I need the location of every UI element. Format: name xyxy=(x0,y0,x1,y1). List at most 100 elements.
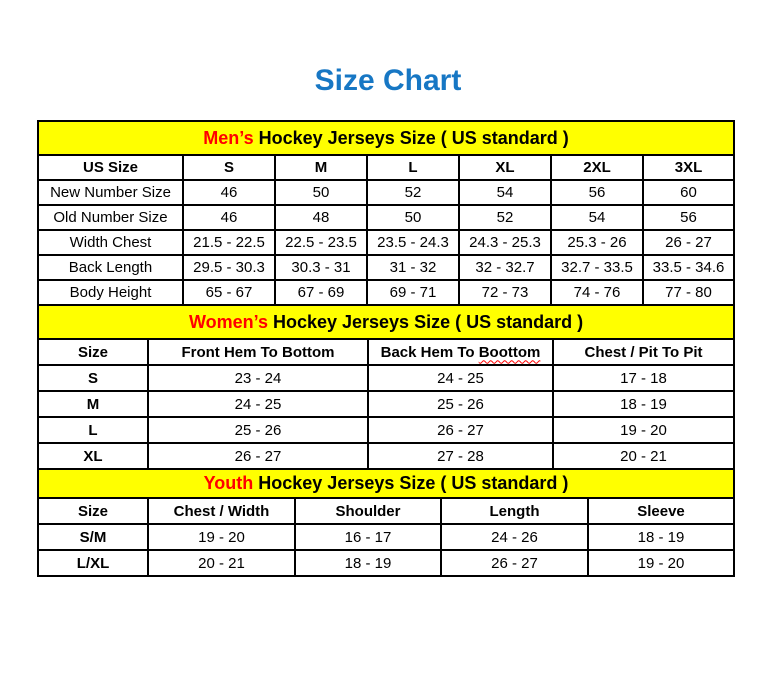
table-row: Body Height 65 - 67 67 - 69 69 - 71 72 -… xyxy=(37,279,736,306)
youth-col-sleeve: Sleeve xyxy=(586,497,736,525)
table-row: S 23 - 24 24 - 25 17 - 18 xyxy=(37,364,736,392)
cell: 26 - 27 xyxy=(367,416,554,444)
row-label: Body Height xyxy=(37,279,184,306)
cell: 32 - 32.7 xyxy=(458,254,552,281)
cell: 25.3 - 26 xyxy=(550,229,644,256)
row-label: XL xyxy=(37,442,149,470)
cell: 56 xyxy=(641,204,736,231)
cell: 50 xyxy=(274,179,368,206)
cell: 24.3 - 25.3 xyxy=(458,229,552,256)
womens-section-header: Women’s Hockey Jerseys Size ( US standar… xyxy=(36,304,736,340)
cell: 23.5 - 24.3 xyxy=(366,229,460,256)
cell: 50 xyxy=(366,204,460,231)
cell: 20 - 21 xyxy=(147,549,296,577)
cell: 69 - 71 xyxy=(366,279,460,306)
mens-highlight-text: Men’s xyxy=(203,127,254,148)
cell: 24 - 26 xyxy=(440,523,589,551)
womens-col-size: Size xyxy=(37,338,149,366)
cell: 23 - 24 xyxy=(147,364,369,392)
youth-size-table: Youth Hockey Jerseys Size ( US standard … xyxy=(36,468,736,577)
cell: 19 - 20 xyxy=(586,549,736,577)
cell: 54 xyxy=(458,179,552,206)
cell: 16 - 17 xyxy=(294,523,442,551)
cell: 30.3 - 31 xyxy=(274,254,368,281)
cell: 24 - 25 xyxy=(367,364,554,392)
cell: 52 xyxy=(458,204,552,231)
cell: 74 - 76 xyxy=(550,279,644,306)
cell: 67 - 69 xyxy=(274,279,368,306)
page-title: Size Chart xyxy=(314,64,462,97)
mens-section-header-row: Men’s Hockey Jerseys Size ( US standard … xyxy=(36,120,736,156)
table-row: L 25 - 26 26 - 27 19 - 20 xyxy=(37,416,736,444)
mens-section-header: Men’s Hockey Jerseys Size ( US standard … xyxy=(36,120,736,156)
youth-column-header-row: Size Chest / Width Shoulder Length Sleev… xyxy=(37,497,736,525)
youth-section-header-row: Youth Hockey Jerseys Size ( US standard … xyxy=(36,468,736,499)
row-label: Back Length xyxy=(37,254,184,281)
table-row: S/M 19 - 20 16 - 17 24 - 26 18 - 19 xyxy=(37,523,736,551)
womens-column-header-row: Size Front Hem To Bottom Back Hem To Boo… xyxy=(37,338,736,366)
cell: 46 xyxy=(182,204,276,231)
cell: 25 - 26 xyxy=(147,416,369,444)
back-hem-misspelled-word: Boottom xyxy=(478,343,541,361)
cell: 33.5 - 34.6 xyxy=(641,254,736,281)
womens-size-table: Women’s Hockey Jerseys Size ( US standar… xyxy=(36,304,736,470)
cell: 48 xyxy=(274,204,368,231)
cell: 17 - 18 xyxy=(551,364,736,392)
cell: 19 - 20 xyxy=(551,416,736,444)
cell: 24 - 25 xyxy=(147,390,369,418)
mens-col-s: S xyxy=(182,154,276,181)
cell: 18 - 19 xyxy=(551,390,736,418)
table-row: M 24 - 25 25 - 26 18 - 19 xyxy=(37,390,736,418)
youth-col-chest-width: Chest / Width xyxy=(147,497,296,525)
table-row: Old Number Size 46 48 50 52 54 56 xyxy=(37,204,736,231)
cell: 54 xyxy=(550,204,644,231)
row-label: Width Chest xyxy=(37,229,184,256)
womens-header-rest-text: Hockey Jerseys Size ( US standard ) xyxy=(267,311,584,332)
cell: 31 - 32 xyxy=(366,254,460,281)
mens-col-m: M xyxy=(274,154,368,181)
mens-col-us-size: US Size xyxy=(37,154,184,181)
mens-col-xl: XL xyxy=(458,154,552,181)
cell: 46 xyxy=(182,179,276,206)
row-label: L xyxy=(37,416,149,444)
youth-section-header: Youth Hockey Jerseys Size ( US standard … xyxy=(36,468,736,499)
cell: 21.5 - 22.5 xyxy=(182,229,276,256)
cell: 29.5 - 30.3 xyxy=(182,254,276,281)
mens-col-3xl: 3XL xyxy=(641,154,736,181)
row-label: L/XL xyxy=(37,549,149,577)
table-row: Width Chest 21.5 - 22.5 22.5 - 23.5 23.5… xyxy=(37,229,736,256)
cell: 18 - 19 xyxy=(586,523,736,551)
mens-col-2xl: 2XL xyxy=(550,154,644,181)
youth-col-size: Size xyxy=(37,497,149,525)
cell: 19 - 20 xyxy=(147,523,296,551)
size-chart: Men’s Hockey Jerseys Size ( US standard … xyxy=(36,120,736,577)
row-label: New Number Size xyxy=(37,179,184,206)
cell: 26 - 27 xyxy=(641,229,736,256)
cell: 56 xyxy=(550,179,644,206)
mens-column-header-row: US Size S M L XL 2XL 3XL xyxy=(37,154,736,181)
cell: 20 - 21 xyxy=(551,442,736,470)
womens-col-front-hem: Front Hem To Bottom xyxy=(147,338,369,366)
womens-col-back-hem: Back Hem To Boottom xyxy=(367,338,554,366)
cell: 26 - 27 xyxy=(440,549,589,577)
youth-header-rest-text: Hockey Jerseys Size ( US standard ) xyxy=(253,473,569,493)
cell: 52 xyxy=(366,179,460,206)
cell: 25 - 26 xyxy=(367,390,554,418)
cell: 27 - 28 xyxy=(367,442,554,470)
cell: 32.7 - 33.5 xyxy=(550,254,644,281)
row-label: Old Number Size xyxy=(37,204,184,231)
youth-col-shoulder: Shoulder xyxy=(294,497,442,525)
cell: 18 - 19 xyxy=(294,549,442,577)
cell: 65 - 67 xyxy=(182,279,276,306)
youth-highlight-text: Youth xyxy=(203,473,254,493)
table-row: XL 26 - 27 27 - 28 20 - 21 xyxy=(37,442,736,470)
cell: 22.5 - 23.5 xyxy=(274,229,368,256)
mens-size-table: Men’s Hockey Jerseys Size ( US standard … xyxy=(36,120,736,306)
cell: 60 xyxy=(641,179,736,206)
mens-header-rest-text: Hockey Jerseys Size ( US standard ) xyxy=(253,127,569,148)
womens-col-chest: Chest / Pit To Pit xyxy=(551,338,736,366)
cell: 72 - 73 xyxy=(458,279,552,306)
row-label: S xyxy=(37,364,149,392)
womens-section-header-row: Women’s Hockey Jerseys Size ( US standar… xyxy=(36,304,736,340)
